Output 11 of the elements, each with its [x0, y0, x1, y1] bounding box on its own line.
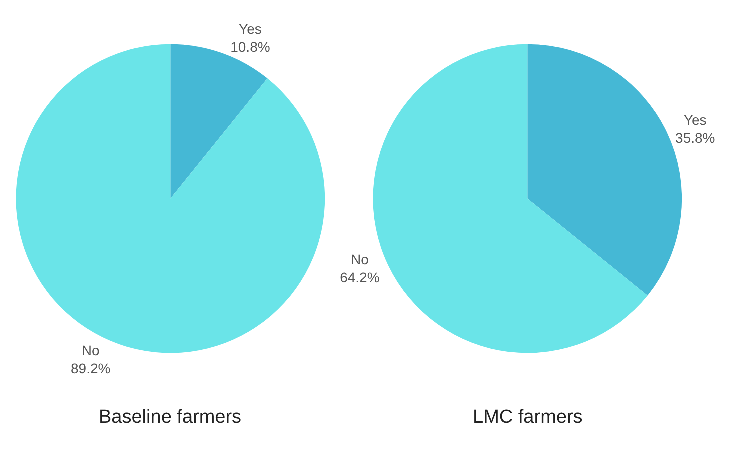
- slice-label: Yes: [239, 20, 262, 37]
- slice-label: Yes: [684, 112, 707, 128]
- slice-label: No: [82, 342, 100, 358]
- text: Baseline farmers: [99, 407, 242, 428]
- data-label: 64.2%: [340, 270, 380, 286]
- pie-slice: [170, 44, 268, 199]
- data-label: 89.2%: [70, 360, 111, 377]
- data-label: 35.8%: [676, 130, 716, 146]
- slice-label: No: [350, 251, 370, 268]
- text: LMC farmers: [473, 407, 583, 428]
- data-label: 10.8%: [230, 39, 270, 56]
